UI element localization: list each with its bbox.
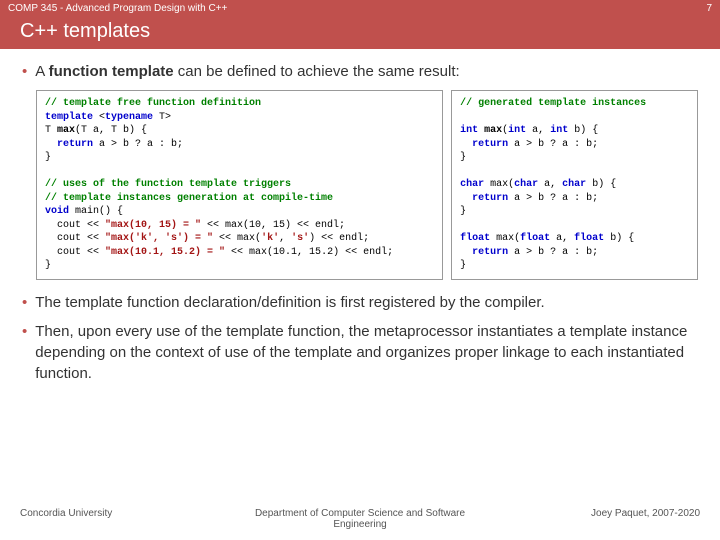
code-row: // template free function definition tem…	[36, 90, 698, 280]
code: }	[45, 260, 51, 271]
code-kw: template	[45, 112, 93, 123]
course-label: COMP 345 - Advanced Program Design with …	[8, 3, 227, 14]
code-kw: float	[460, 233, 490, 244]
code: ) << endl;	[309, 233, 369, 244]
code: cout <<	[45, 233, 105, 244]
bullet-2: • The template function declaration/defi…	[22, 292, 698, 313]
code: << max(	[213, 233, 261, 244]
code-kw: int	[508, 125, 526, 136]
bullet-3: • Then, upon every use of the template f…	[22, 321, 698, 384]
code: }	[460, 152, 466, 163]
code-kw: char	[460, 179, 484, 190]
code-kw: return	[460, 193, 508, 204]
code-kw: return	[45, 139, 93, 150]
code-kw: void	[45, 206, 69, 217]
code-box-left: // template free function definition tem…	[36, 90, 443, 280]
footer-right: Joey Paquet, 2007-2020	[473, 508, 700, 530]
code-comment: // generated template instances	[460, 98, 646, 109]
code: }	[460, 206, 466, 217]
code-kw: return	[460, 139, 508, 150]
code: a,	[538, 179, 562, 190]
code: b) {	[604, 233, 634, 244]
code-kw: char	[514, 179, 538, 190]
code-str: "max(10, 15) = "	[105, 220, 201, 231]
code: cout <<	[45, 220, 105, 231]
code-kw: char	[562, 179, 586, 190]
code-kw: int	[550, 125, 568, 136]
code: (T a, T b) {	[75, 125, 147, 136]
code-fn: max	[478, 125, 502, 136]
code-kw: int	[460, 125, 478, 136]
code: a > b ? a : b;	[508, 193, 598, 204]
bullet-1: • A function template can be defined to …	[22, 61, 698, 82]
bold-term: function template	[49, 63, 174, 80]
code-kw: float	[520, 233, 550, 244]
text: can be defined to achieve the same resul…	[174, 63, 460, 80]
code-kw: typename	[105, 112, 153, 123]
code-str: "max('k', 's') = "	[105, 233, 213, 244]
header-bar: COMP 345 - Advanced Program Design with …	[0, 0, 720, 16]
code: a,	[550, 233, 574, 244]
code-comment: // template instances generation at comp…	[45, 193, 333, 204]
code: a > b ? a : b;	[93, 139, 183, 150]
bullet-dot-icon: •	[22, 61, 27, 82]
code: main() {	[69, 206, 123, 217]
slide-title: C++ templates	[0, 16, 720, 49]
code: cout <<	[45, 247, 105, 258]
code: <	[93, 112, 105, 123]
code: T	[45, 125, 57, 136]
code-box-right: // generated template instances int max(…	[451, 90, 698, 280]
code: T>	[153, 112, 171, 123]
bullet-dot-icon: •	[22, 292, 27, 313]
code-kw: float	[574, 233, 604, 244]
code-comment: // template free function definition	[45, 98, 261, 109]
footer: Concordia University Department of Compu…	[0, 508, 720, 530]
page-number: 7	[706, 3, 712, 14]
footer-left: Concordia University	[20, 508, 247, 530]
code: a > b ? a : b;	[508, 247, 598, 258]
bullet-3-text: Then, upon every use of the template fun…	[35, 321, 698, 384]
code: ,	[279, 233, 291, 244]
code: a > b ? a : b;	[508, 139, 598, 150]
code: b) {	[568, 125, 598, 136]
code-kw: return	[460, 247, 508, 258]
code: a,	[526, 125, 550, 136]
code-str: 'k'	[261, 233, 279, 244]
code: }	[460, 260, 466, 271]
code: max(	[484, 179, 514, 190]
bullet-dot-icon: •	[22, 321, 27, 342]
code: }	[45, 152, 51, 163]
bullet-2-text: The template function declaration/defini…	[35, 292, 544, 313]
content-area: • A function template can be defined to …	[0, 49, 720, 384]
code-str: "max(10.1, 15.2) = "	[105, 247, 225, 258]
code-fn: max	[57, 125, 75, 136]
code-comment: // uses of the function template trigger…	[45, 179, 291, 190]
code: << max(10, 15) << endl;	[201, 220, 345, 231]
footer-center: Department of Computer Science and Softw…	[247, 508, 474, 530]
text: A	[35, 63, 48, 80]
code-str: 's'	[291, 233, 309, 244]
code: << max(10.1, 15.2) << endl;	[225, 247, 393, 258]
code: max(	[490, 233, 520, 244]
bullet-1-text: A function template can be defined to ac…	[35, 61, 459, 82]
code: b) {	[586, 179, 616, 190]
